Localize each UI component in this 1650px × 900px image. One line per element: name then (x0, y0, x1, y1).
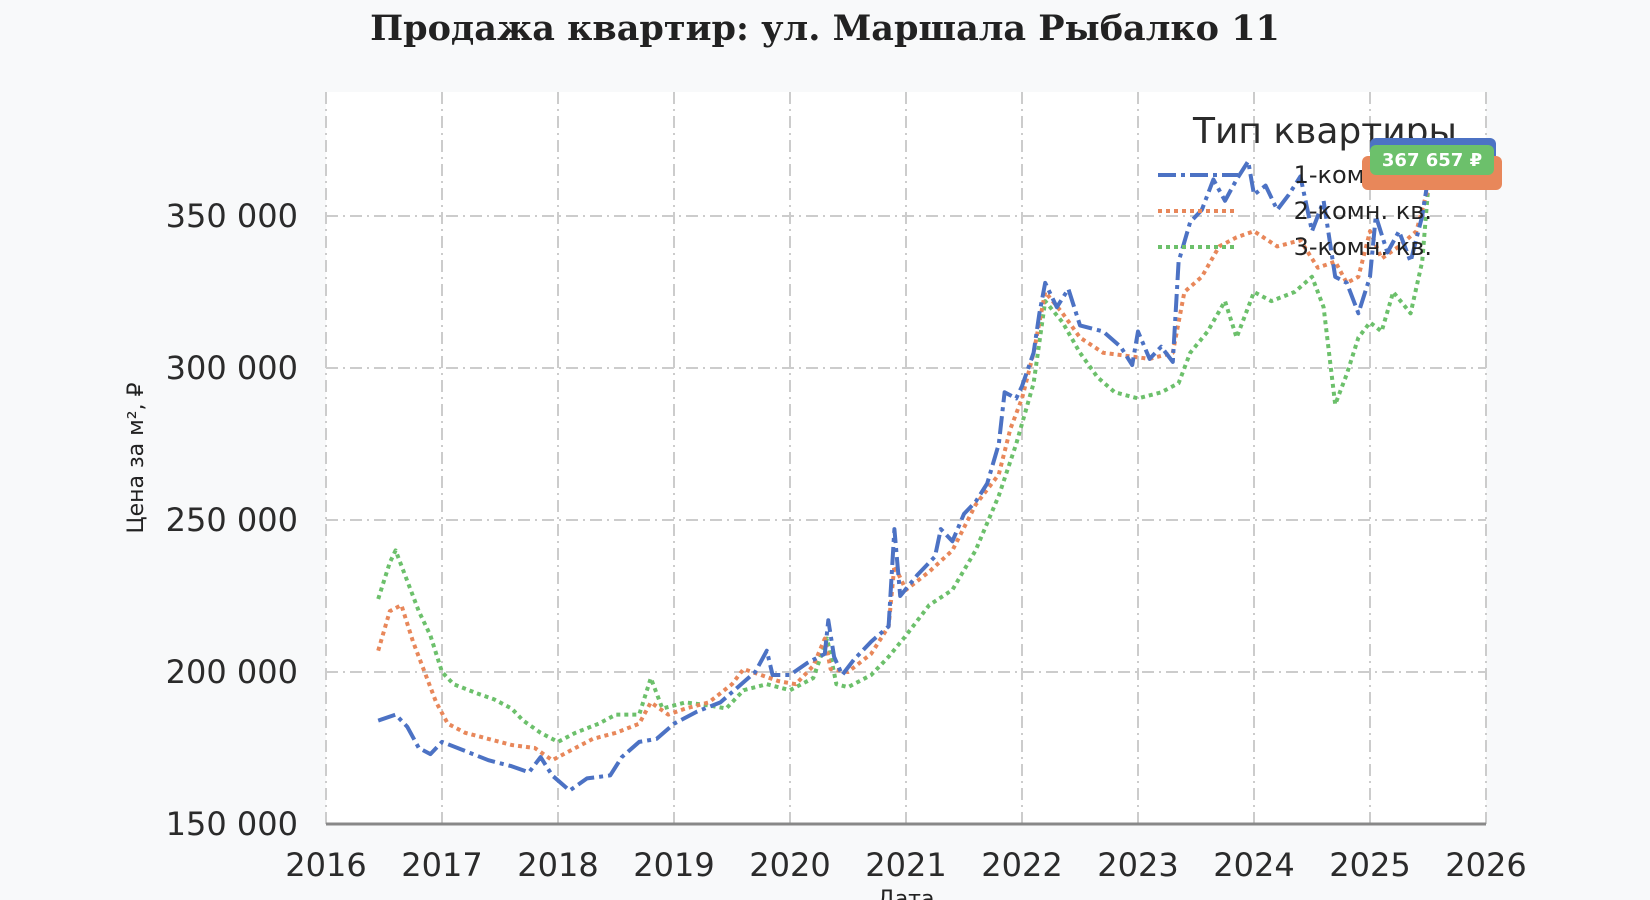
y-tick-label: 300 000 (166, 349, 298, 387)
y-tick-label: 350 000 (166, 197, 298, 235)
x-tick-label: 2016 (285, 846, 366, 884)
legend-label: 3-комн. кв. (1294, 233, 1432, 261)
x-tick-label: 2024 (1213, 846, 1294, 884)
x-tick-label: 2025 (1329, 846, 1410, 884)
series-line-1 (377, 159, 1433, 793)
series-line-3 (376, 162, 1433, 744)
x-tick-label: 2023 (1097, 846, 1178, 884)
x-tick-label: 2018 (517, 846, 598, 884)
y-tick-label: 200 000 (166, 653, 298, 691)
x-tick-label: 2022 (981, 846, 1062, 884)
series-line-2 (376, 178, 1433, 763)
series-layer (376, 159, 1433, 793)
y-tick-label: 150 000 (166, 805, 298, 843)
x-tick-label: 2017 (401, 846, 482, 884)
end-value-label: 367 657 ₽ (1382, 150, 1482, 171)
y-tick-label: 250 000 (166, 501, 298, 539)
x-tick-label: 2021 (865, 846, 946, 884)
y-axis-title: Цена за м², ₽ (124, 382, 149, 533)
x-tick-label: 2026 (1445, 846, 1526, 884)
x-tick-label: 2020 (749, 846, 830, 884)
end-value-badge (1370, 145, 1494, 175)
tick-labels: 2016 2017 2018 2019 2020 2021 2022 2023 2024 2025… (166, 197, 1527, 884)
x-axis-title: Дата (878, 887, 935, 900)
legend-label: 2-комн. кв. (1294, 197, 1432, 225)
chart-title: Продажа квартир: ул. Маршала Рыбалко 11 (370, 8, 1280, 49)
end-labels: 367 657 ₽ (1362, 138, 1502, 190)
x-tick-label: 2019 (633, 846, 714, 884)
